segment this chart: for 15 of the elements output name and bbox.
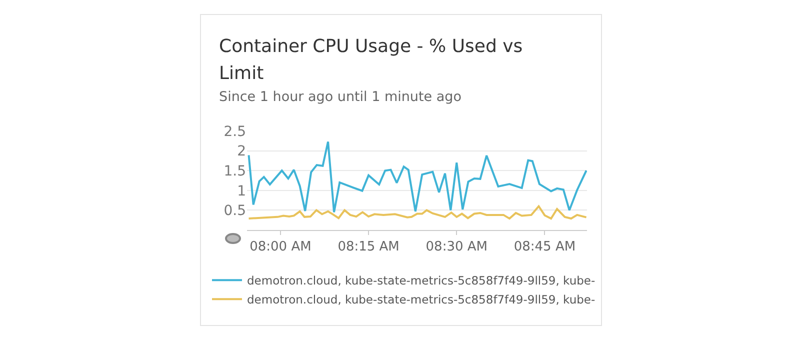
y-tick-label: 2 (237, 144, 246, 160)
chart-title: Container CPU Usage - % Used vs Limit (219, 35, 524, 86)
y-tick-label: 1 (237, 183, 246, 200)
y-tick-label: 0.5 (224, 203, 246, 220)
x-tick-label: 08:45 AM (514, 240, 576, 255)
line-series (248, 140, 587, 214)
chart-subtitle: Since 1 hour ago until 1 minute ago (219, 89, 462, 105)
x-tick-label: 08:30 AM (426, 240, 488, 255)
y-tick-label: 2.5 (224, 124, 246, 140)
legend-label: demotron.cloud, kube-state-metrics-5c858f7f49-9ll59, kube- (247, 274, 596, 288)
line-series (248, 205, 587, 220)
x-tick-label: 08:15 AM (338, 240, 400, 255)
x-tick-label: 08:00 AM (250, 240, 312, 255)
y-tick-label: 1.5 (224, 164, 246, 180)
legend-label: demotron.cloud, kube-state-metrics-5c858f7f49-9ll59, kube- (247, 292, 596, 307)
